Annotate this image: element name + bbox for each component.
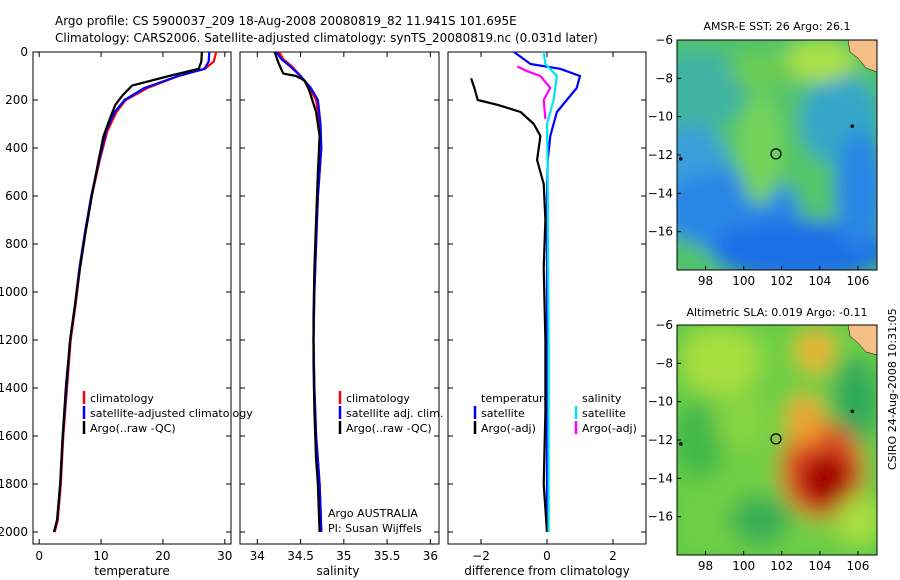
difference-panel: difference from climatology temperature … [447,51,647,578]
legend-header-salinity: salinity [582,392,622,405]
map-x-tick-label: 106 [846,274,869,288]
temperature-xlabel: temperature [94,564,169,578]
y-tick-label: 1400 [0,381,28,395]
annotation-pi: PI: Susan Wijffels [328,522,422,535]
legend-label-temp-argo: Argo(-adj) [481,422,536,435]
legend-header-temperature: temperature [481,392,550,405]
legend-label-sal-satellite: satellite [582,407,626,420]
salinity-xlabel: salinity [316,564,359,578]
temperature-axes-frame [32,51,232,545]
annotation-argo-australia: Argo AUSTRALIA [328,507,418,520]
y-tick-label: 1000 [0,285,28,299]
map-y-tick-label: −12 [648,148,673,162]
x-tick-label: 0 [35,549,43,563]
map-y-tick-label: −14 [648,186,673,200]
map-x-tick-label: 104 [808,559,831,573]
x-tick-label: 10 [93,549,108,563]
series-line-climatology [53,51,218,533]
sla-field [677,325,877,555]
salinity-panel: salinity climatology satellite adj. clim… [239,51,443,578]
map-x-tick-label: 104 [808,274,831,288]
map-y-tick-label: −16 [648,510,673,524]
map-y-tick-label: −10 [648,395,673,409]
map-x-tick-label: 98 [698,274,713,288]
sla-map-title: Altimetric SLA: 0.019 Argo: -0.11 [687,306,868,319]
argo-location-marker [770,433,782,445]
argo-location-marker [770,148,782,160]
y-tick-label: 600 [5,189,28,203]
map-x-tick-label: 106 [846,559,869,573]
legend-label-climatology: climatology [90,392,154,405]
legend-label-satellite-adjusted: satellite-adjusted climatology [90,407,253,420]
sst-field [677,40,877,270]
series-line-salinity-satellite [542,51,559,532]
map-station-marker [679,442,683,446]
x-tick-label: 35 [336,549,351,563]
temperature-legend: climatology satellite-adjusted climatolo… [82,391,253,435]
y-tick-label: 800 [5,237,28,251]
map-y-tick-label: −12 [648,433,673,447]
map-y-tick-label: −6 [655,33,673,47]
sst-map: AMSR-E SST: 26 Argo: 26.1 98 100 102 104 106… [648,20,878,288]
y-tick-label: 400 [5,141,28,155]
map-y-tick-label: −14 [648,471,673,485]
difference-legend: temperature salinity satellite Argo(-adj… [473,392,637,435]
x-tick-label: 34 [250,549,265,563]
legend-label-climatology: climatology [346,392,410,405]
series-line-salinity-argo-adj [516,65,552,120]
legend-label-satellite-adj: satellite adj. clim. [346,407,443,420]
y-tick-label: 1800 [0,477,28,491]
x-tick-label: −2 [472,549,490,563]
y-tick-label: 0 [20,45,28,59]
map-station-marker [679,157,683,161]
x-tick-label: 34.5 [287,549,314,563]
side-credit-label: CSIRO 24-Aug-2008 10:31:05 [886,308,899,470]
salinity-axes-frame [239,51,440,545]
y-tick-label: 200 [5,93,28,107]
salinity-legend: climatology satellite adj. clim. Argo(..… [338,391,443,435]
sla-map: Altimetric SLA: 0.019 Argo: -0.11 98 100 1… [648,306,878,573]
series-line-argo-raw-qc [52,51,203,533]
map-y-tick-label: −8 [655,71,673,85]
map-station-marker [850,409,855,414]
map-x-tick-label: 100 [732,559,755,573]
legend-label-argo: Argo(..raw -QC) [346,422,432,435]
map-x-tick-label: 102 [770,559,793,573]
map-y-tick-label: −8 [655,356,673,370]
legend-label-temp-satellite: satellite [481,407,525,420]
x-tick-label: 30 [217,549,232,563]
map-y-tick-label: −6 [655,318,673,332]
x-tick-label: 35.5 [374,549,401,563]
series-line-argo-raw-qc [273,51,321,533]
map-y-tick-label: −10 [648,110,673,124]
sst-map-title: AMSR-E SST: 26 Argo: 26.1 [703,20,850,33]
series-line-temperature-argo-adj [470,78,549,533]
map-x-tick-label: 102 [770,274,793,288]
y-tick-label: 1600 [0,429,28,443]
y-tick-label: 1200 [0,333,28,347]
x-tick-label: 20 [155,549,170,563]
map-station-marker [850,124,855,129]
temperature-panel: temperature climatology satellite-adjust… [0,45,253,578]
series-line-temperature-satellite [513,51,582,532]
title-line-2: Climatology: CARS2006. Satellite-adjuste… [55,31,598,45]
map-x-tick-label: 100 [732,274,755,288]
title-line-1: Argo profile: CS 5900037_209 18-Aug-2008… [55,14,517,28]
x-tick-label: 0 [543,549,551,563]
map-y-tick-label: −16 [648,225,673,239]
y-tick-label: 2000 [0,525,28,539]
legend-label-argo: Argo(..raw -QC) [90,422,176,435]
difference-xlabel: difference from climatology [464,564,630,578]
x-tick-label: 2 [609,549,617,563]
x-tick-label: 36 [423,549,438,563]
map-x-tick-label: 98 [698,559,713,573]
legend-label-sal-argo: Argo(-adj) [582,422,637,435]
